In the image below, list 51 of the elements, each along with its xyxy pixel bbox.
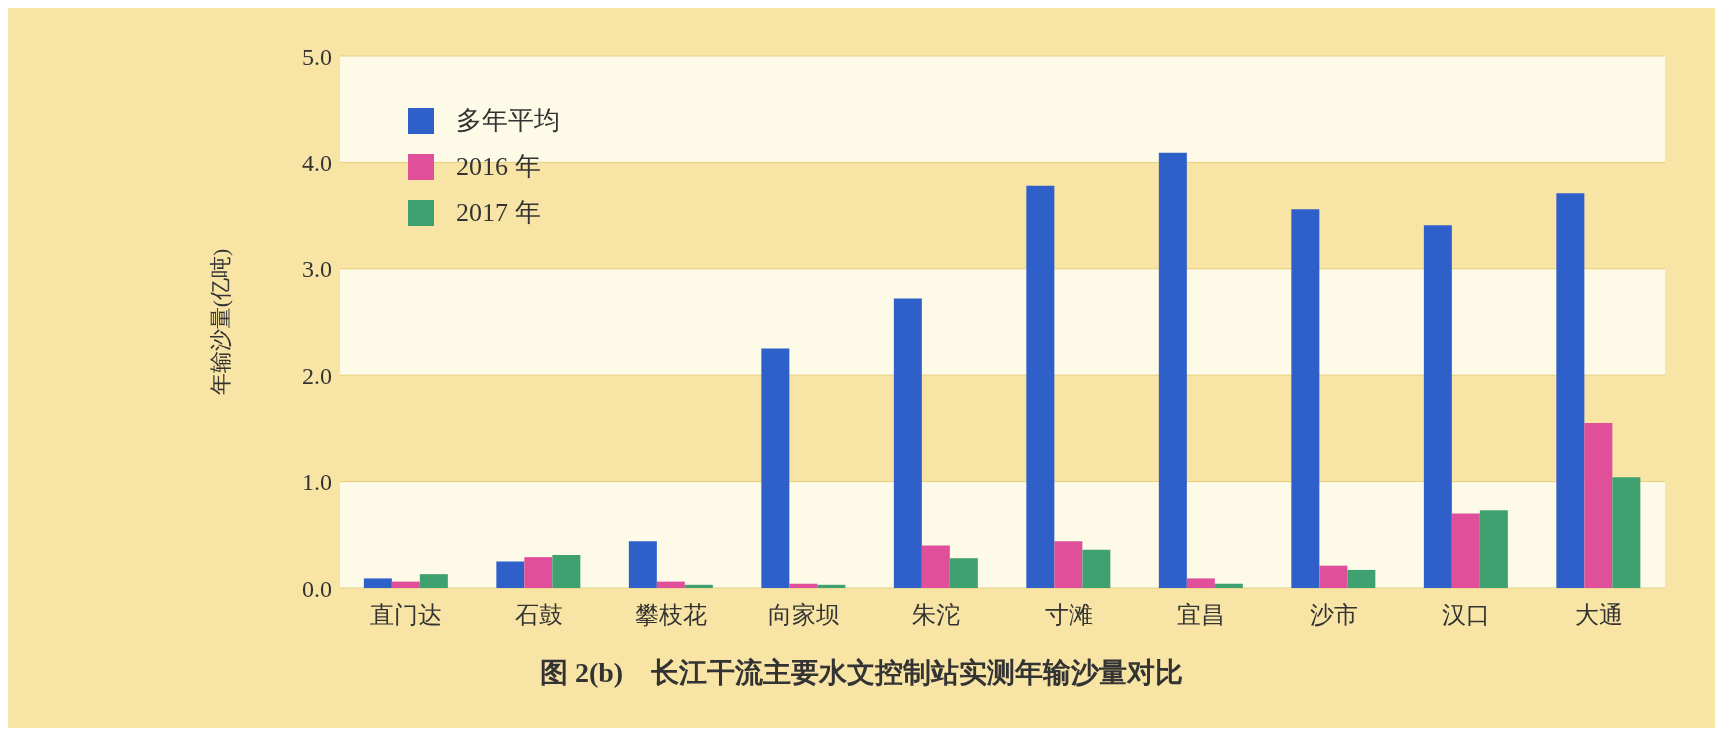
bar [419, 574, 448, 588]
bar [656, 581, 685, 588]
bar [761, 348, 790, 588]
bar [789, 583, 818, 588]
bar [1612, 477, 1641, 588]
y-tick-label: 0.0 [302, 575, 332, 602]
x-tick-label: 石鼓 [514, 602, 563, 629]
bar [1423, 225, 1452, 588]
text: 图 2(b) 长江干流主要水文控制站实测年输沙量对比 [538, 656, 1185, 690]
bar [1054, 541, 1083, 588]
bar [1291, 209, 1320, 588]
x-tick-label: 攀枝花 [635, 602, 708, 629]
bar [1451, 513, 1480, 588]
legend-label: 多年平均 [456, 105, 560, 137]
bar [1158, 152, 1187, 588]
bar [1556, 193, 1585, 588]
y-tick-label: 2.0 [302, 362, 332, 389]
bar [1319, 565, 1348, 588]
x-tick-label: 汉口 [1442, 602, 1491, 629]
x-tick-label: 大通 [1574, 602, 1623, 629]
bar [921, 545, 950, 588]
bar [1584, 423, 1613, 588]
bar [1479, 510, 1508, 588]
bar [893, 298, 922, 588]
bar [524, 557, 553, 588]
y-tick-label: 3.0 [302, 256, 332, 283]
x-tick-label: 直门达 [370, 602, 443, 629]
bar [684, 584, 713, 588]
bar [496, 561, 525, 588]
legend-label: 2017 年 [456, 197, 541, 229]
x-tick-label: 向家坝 [767, 602, 840, 629]
bar [363, 578, 392, 588]
legend-label: 2016 年 [456, 151, 541, 183]
bar [817, 584, 846, 588]
bar [1082, 549, 1111, 588]
bar [1186, 578, 1215, 588]
y-tick-label: 1.0 [302, 469, 332, 496]
bar [1214, 583, 1243, 588]
bar [628, 541, 657, 588]
y-tick-label: 4.0 [302, 149, 332, 176]
x-tick-label: 沙市 [1309, 602, 1358, 629]
y-tick-label: 5.0 [302, 43, 332, 70]
bar [1026, 185, 1055, 588]
x-tick-label: 宜昌 [1177, 602, 1226, 629]
bar [552, 555, 581, 588]
y-axis-title: 年输沙量(亿吨) [207, 248, 233, 396]
bar [391, 581, 420, 588]
bar [1347, 569, 1376, 588]
bar [949, 558, 978, 588]
x-tick-label: 寸滩 [1044, 602, 1093, 629]
x-tick-label: 朱沱 [912, 602, 961, 629]
